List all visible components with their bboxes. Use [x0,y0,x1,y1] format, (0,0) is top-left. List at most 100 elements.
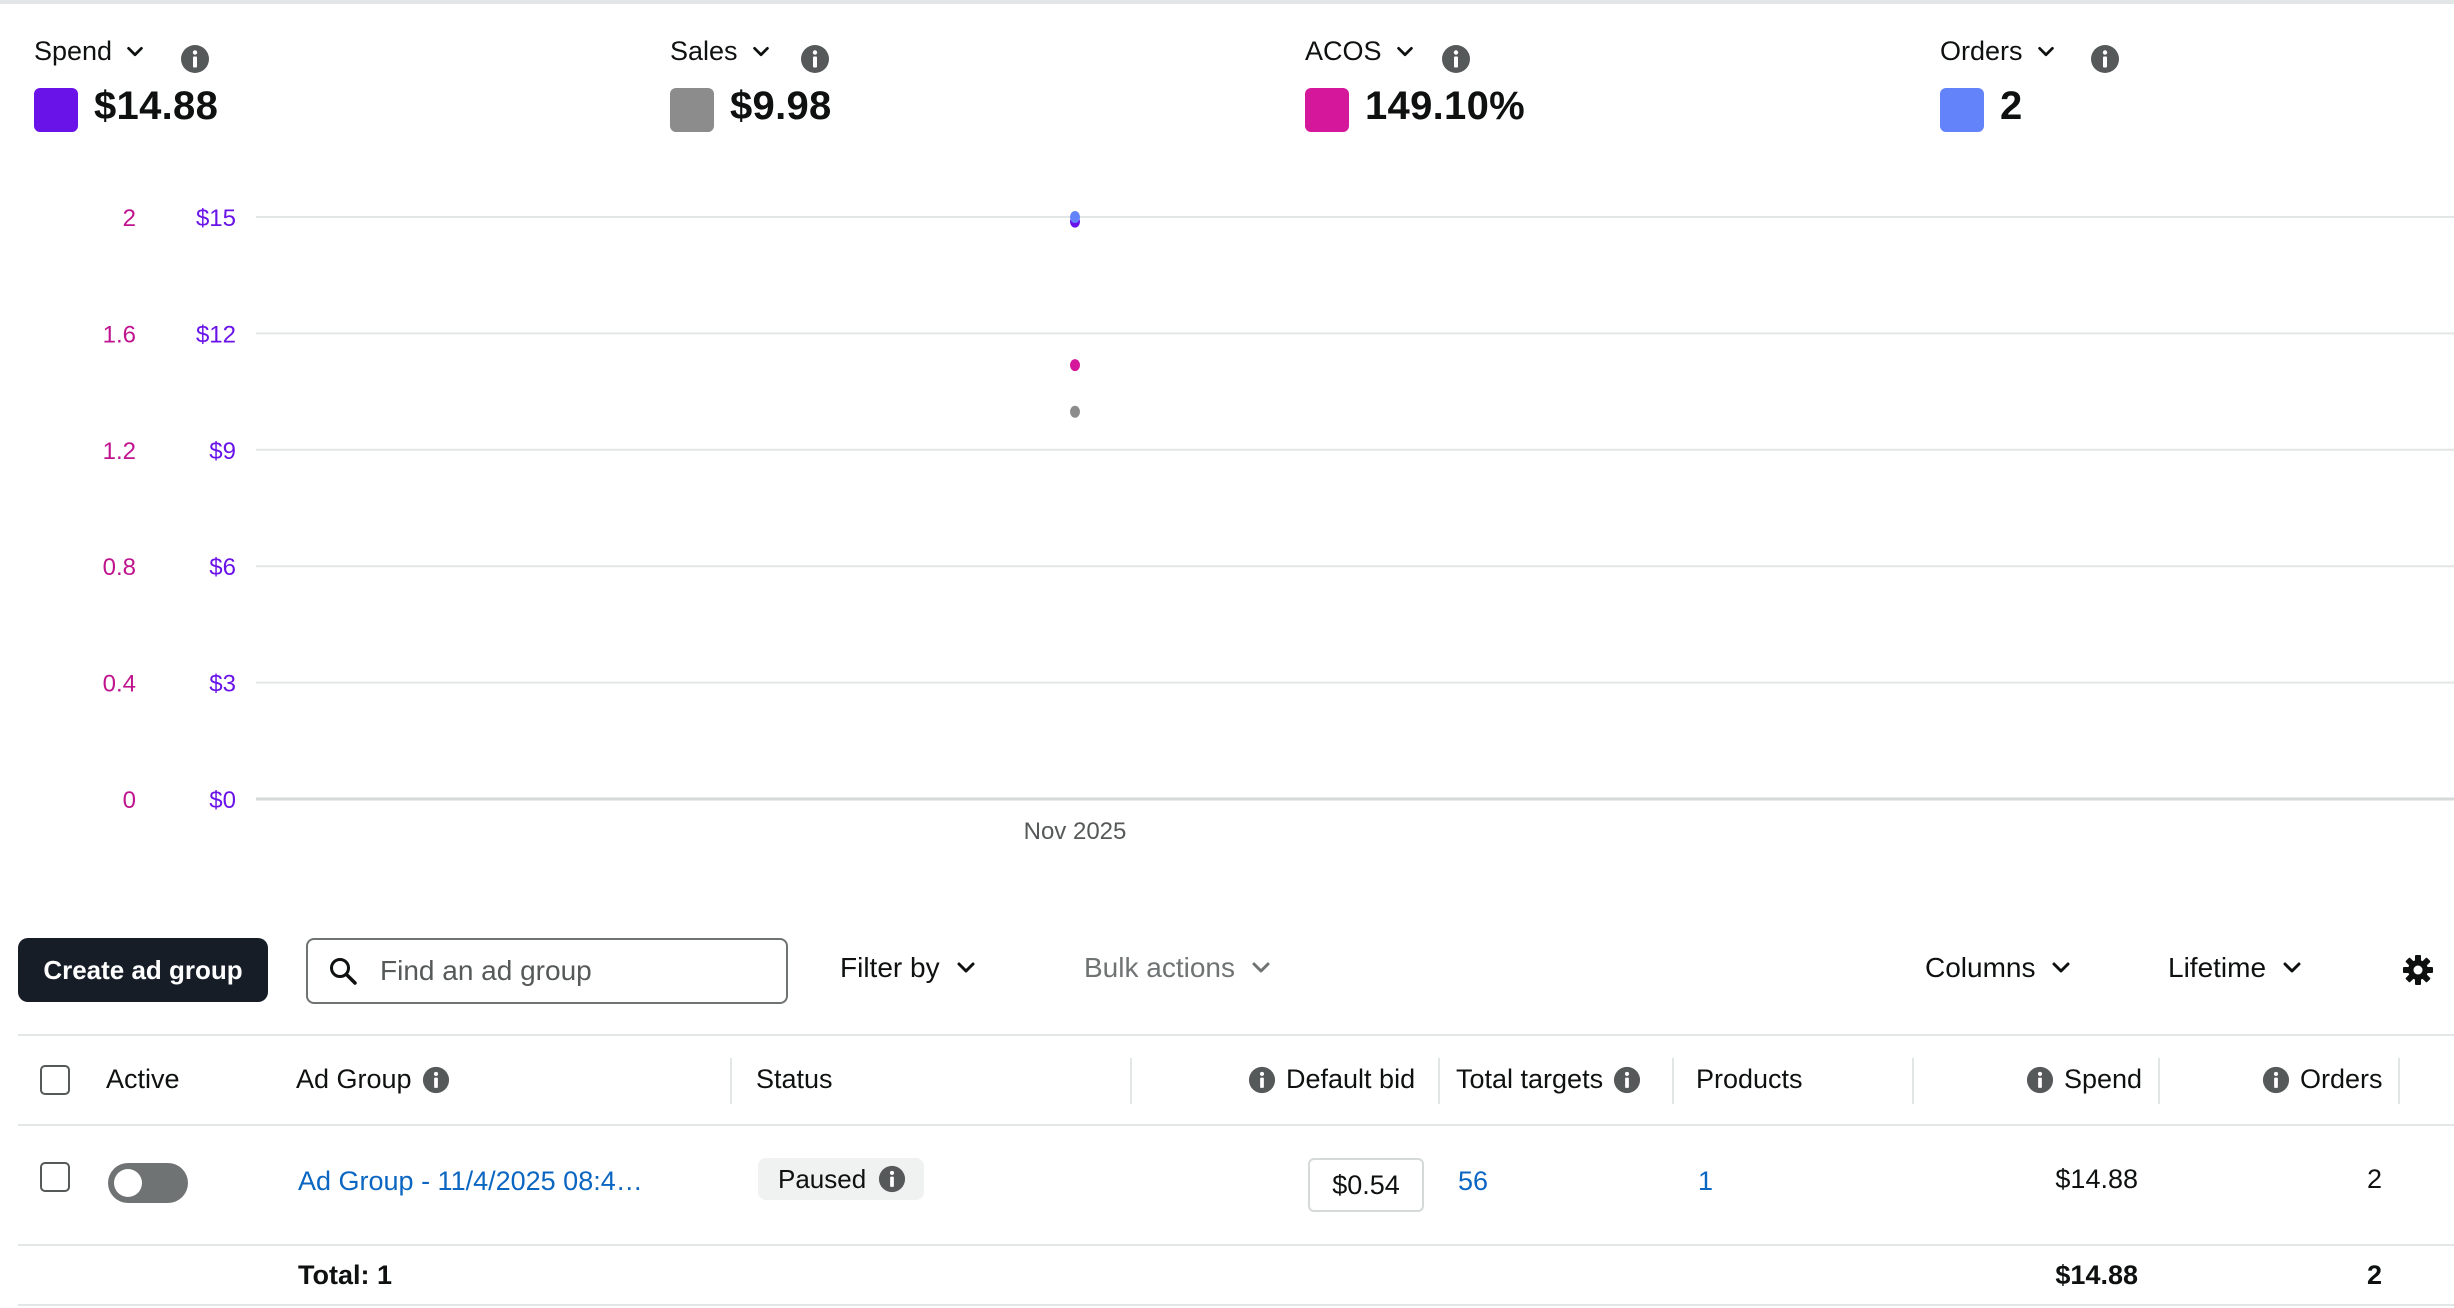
row-bottom-border [18,1244,2454,1246]
table-bottom-border [18,1304,2454,1306]
left-axis-tick-label: 0.4 [103,671,136,698]
header-default-bid[interactable]: Default bid [1248,1064,1415,1095]
header-products[interactable]: Products [1696,1064,1803,1095]
metric-orders[interactable]: Orders 2 [1940,36,2454,146]
header-spend-label: Spend [2064,1064,2143,1094]
bulk-actions-dropdown[interactable]: Bulk actions [1084,952,1273,984]
column-divider [1130,1058,1132,1104]
info-icon[interactable] [2262,1066,2290,1094]
x-axis-tick-label: Nov 2025 [1024,818,1127,845]
column-divider [1912,1058,1914,1104]
right-axis-tick-label: $0 [209,787,236,814]
metric-acos-value: 149.10% [1365,84,1526,128]
info-icon[interactable] [180,44,210,74]
metric-sales[interactable]: Sales $9.98 [670,36,1270,146]
data-point-orders [1070,211,1080,223]
search-input[interactable] [378,952,772,990]
total-targets-link[interactable]: 56 [1458,1166,1489,1196]
total-label: Total: 1 [298,1260,392,1290]
header-orders-label: Orders [2300,1064,2383,1094]
create-ad-group-button[interactable]: Create ad group [18,938,268,1002]
chevron-down-icon [2052,962,2070,973]
top-border [0,0,2454,4]
metric-spend-swatch [34,88,78,132]
header-orders[interactable]: Orders [2262,1064,2383,1095]
metric-orders-swatch [1940,88,1984,132]
columns-dropdown[interactable]: Columns [1925,952,2073,984]
products-link[interactable]: 1 [1698,1166,1714,1196]
chevron-down-icon [752,46,769,56]
metric-acos[interactable]: ACOS 149.10% [1305,36,1905,146]
total-orders: 2 [2366,1260,2382,1290]
metric-acos-selector[interactable]: ACOS [1305,36,1416,67]
gear-icon[interactable] [2402,954,2434,986]
header-status-label: Status [756,1064,833,1094]
columns-label: Columns [1925,952,2036,983]
bulk-actions-label: Bulk actions [1084,952,1235,983]
default-bid-input[interactable]: $0.54 [1308,1158,1424,1212]
status-label: Paused [778,1163,867,1194]
left-axis-tick-label: 1.2 [103,438,136,465]
header-ad-group[interactable]: Ad Group [296,1064,450,1095]
metric-spend-value: $14.88 [94,84,219,128]
filter-by-label: Filter by [840,952,940,983]
info-icon[interactable] [1613,1066,1641,1094]
right-axis-tick-label: $3 [209,671,236,698]
header-products-label: Products [1696,1064,1803,1094]
column-divider [2398,1058,2400,1104]
metric-orders-value: 2 [2000,84,2023,128]
select-all-checkbox[interactable] [40,1065,70,1095]
info-icon[interactable] [1441,44,1471,74]
chevron-down-icon [1396,46,1413,56]
header-ad-group-label: Ad Group [296,1064,412,1094]
metric-sales-label: Sales [670,36,738,66]
right-axis-tick-label: $6 [209,554,236,581]
search-box[interactable] [306,938,788,1004]
left-axis-tick-label: 0 [123,787,136,814]
header-active-label: Active [106,1064,180,1094]
metric-acos-swatch [1305,88,1349,132]
metric-spend-label: Spend [34,36,113,66]
metric-sales-selector[interactable]: Sales [670,36,772,67]
column-divider [1672,1058,1674,1104]
info-icon[interactable] [2026,1066,2054,1094]
header-total-targets[interactable]: Total targets [1456,1064,1641,1095]
chevron-down-icon [957,962,975,973]
metric-acos-label: ACOS [1305,36,1382,66]
date-range-label: Lifetime [2168,952,2267,983]
row-checkbox[interactable] [40,1162,70,1192]
active-toggle[interactable] [108,1163,188,1203]
info-icon[interactable] [878,1165,906,1193]
chevron-down-icon [2037,46,2054,56]
column-divider [1438,1058,1440,1104]
info-icon[interactable] [2090,44,2120,74]
header-total-targets-label: Total targets [1456,1064,1604,1094]
metric-spend[interactable]: Spend $14.88 [34,36,634,146]
header-spend[interactable]: Spend [2026,1064,2142,1095]
chevron-down-icon [127,46,143,56]
metric-sales-swatch [670,88,714,132]
info-icon[interactable] [1248,1066,1276,1094]
column-divider [2158,1058,2160,1104]
metric-orders-selector[interactable]: Orders [1940,36,2057,67]
left-axis-tick-label: 2 [123,205,136,232]
right-axis-tick-label: $9 [209,438,236,465]
spend-value: $14.88 [2055,1164,2138,1194]
right-axis-tick-label: $12 [196,321,236,348]
filter-by-dropdown[interactable]: Filter by [840,952,978,984]
left-axis-tick-label: 0.8 [103,554,136,581]
ad-group-link[interactable]: Ad Group - 11/4/2025 08:4… [298,1166,643,1196]
header-status[interactable]: Status [756,1064,833,1095]
data-point-sales [1070,405,1080,418]
info-icon[interactable] [422,1066,450,1094]
date-range-dropdown[interactable]: Lifetime [2168,952,2304,984]
metric-spend-selector[interactable]: Spend [34,36,146,67]
header-default-bid-label: Default bid [1286,1064,1416,1094]
total-spend: $14.88 [2055,1260,2138,1290]
search-icon [330,958,357,985]
column-divider [730,1058,732,1104]
chevron-down-icon [1252,962,1270,973]
header-active: Active [106,1064,180,1095]
info-icon[interactable] [800,44,830,74]
right-axis-tick-label: $15 [196,205,236,232]
